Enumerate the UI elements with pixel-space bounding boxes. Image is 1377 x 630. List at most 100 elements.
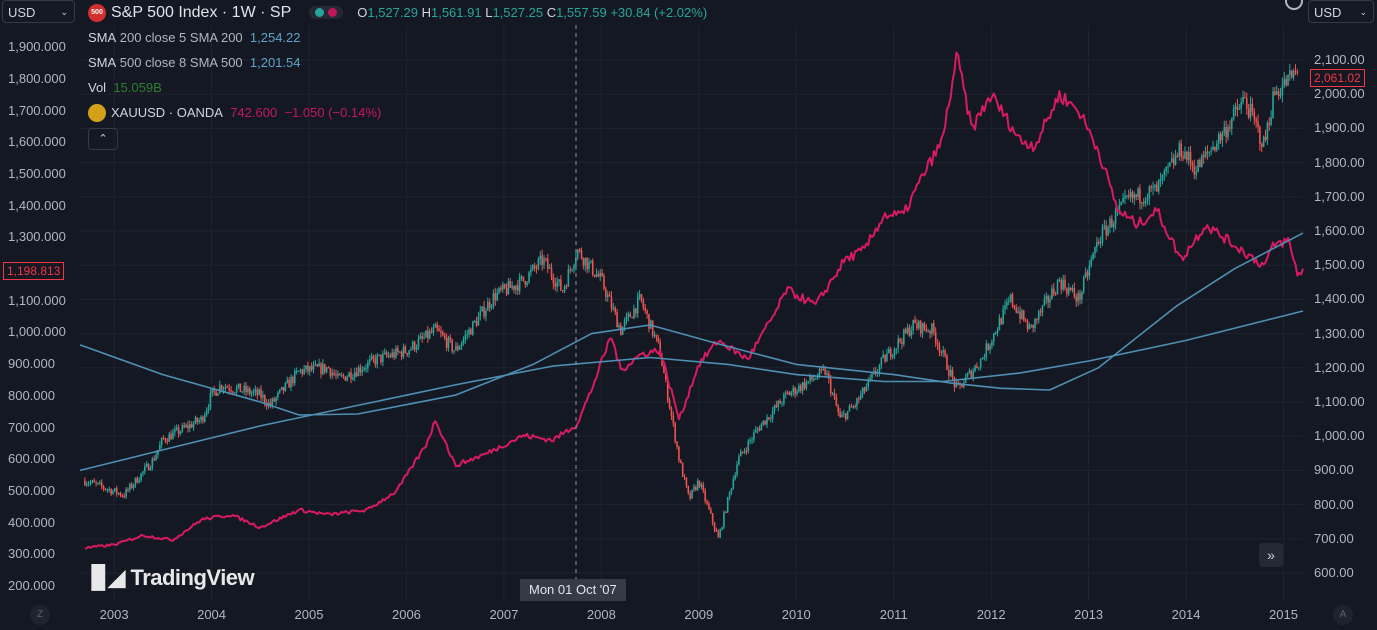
market-status-pill[interactable] — [309, 6, 344, 19]
candle-body — [575, 257, 577, 266]
candle-body — [359, 367, 362, 373]
candle-body — [1064, 279, 1066, 289]
candle-body — [1238, 108, 1241, 110]
candle-body — [565, 286, 568, 288]
candle-body — [880, 357, 883, 366]
candle-body — [293, 370, 296, 384]
scroll-to-realtime-button[interactable]: » — [1259, 543, 1283, 567]
collapse-legend-button[interactable]: ⌃ — [88, 128, 118, 150]
candle-body — [586, 257, 588, 269]
data-delay-icon — [328, 8, 338, 17]
candle-body — [385, 352, 388, 356]
right-axis-tick: 1,900.00 — [1314, 120, 1365, 136]
candle-body — [728, 492, 731, 498]
candle-body — [460, 343, 463, 347]
compare-row[interactable]: XAUUSD · OANDA 742.600 −1.050 (−0.14%) — [88, 100, 707, 125]
auto-scale-button[interactable]: A — [1333, 605, 1353, 625]
right-axis-tick: 1,200.00 — [1314, 359, 1365, 375]
candle-body — [209, 393, 212, 408]
candle-body — [546, 258, 549, 269]
candle-body — [1287, 74, 1289, 86]
x-axis-tick: 2010 — [781, 607, 811, 622]
candle-body — [695, 486, 697, 490]
candle-body — [953, 377, 956, 388]
candle-body — [1171, 158, 1173, 163]
candle-body — [726, 497, 729, 513]
right-currency-select[interactable]: USD ⌄ — [1308, 0, 1374, 23]
symbol-title[interactable]: S&P 500 Index · 1W · SP — [111, 4, 292, 21]
volume-row[interactable]: Vol 15.059B — [88, 75, 707, 100]
candle-body — [1296, 71, 1299, 73]
candle-body — [1096, 241, 1098, 248]
candle-body — [301, 369, 304, 374]
settings-icon[interactable] — [1285, 0, 1303, 10]
candle-body — [417, 338, 420, 348]
candle-body — [389, 355, 392, 357]
candle-body — [215, 391, 217, 396]
left-currency-select[interactable]: USD ⌄ — [2, 0, 75, 23]
candle-body — [170, 434, 172, 440]
candle-body — [189, 424, 191, 429]
candle-body — [382, 353, 384, 362]
candle-body — [1159, 179, 1162, 181]
x-axis-tick: 2007 — [489, 607, 519, 622]
spx-price-tag: 2,061.02 — [1310, 69, 1365, 87]
candle-body — [1026, 320, 1029, 330]
left-axis-tick: 1,400.000 — [8, 197, 66, 213]
candle-body — [1021, 310, 1023, 319]
candle-body — [843, 413, 845, 415]
candle-body — [1219, 133, 1222, 141]
sma500-line — [79, 310, 1304, 472]
candle-body — [509, 281, 512, 288]
candle-body — [1178, 143, 1181, 157]
candle-body — [964, 376, 967, 383]
candle-body — [127, 489, 129, 491]
candle-body — [247, 388, 249, 393]
candle-body — [1184, 151, 1186, 159]
candle-body — [989, 345, 991, 350]
candle-body — [106, 489, 109, 491]
candle-body — [1214, 146, 1216, 151]
candle-body — [1283, 79, 1286, 86]
candle-body — [642, 300, 645, 308]
candle-body — [681, 463, 684, 477]
candle-body — [768, 417, 770, 419]
candle-body — [680, 460, 682, 464]
candle-body — [263, 395, 266, 404]
candle-body — [713, 523, 716, 530]
candle-body — [387, 355, 390, 357]
zoom-button[interactable]: Z — [30, 605, 50, 625]
tradingview-logo-icon: ▊◢ — [92, 565, 125, 590]
candle-body — [1024, 320, 1027, 322]
candle-body — [822, 368, 825, 370]
indicator-params: 500 close 8 SMA 500 — [119, 55, 243, 70]
candle-body — [786, 392, 789, 394]
candle-body — [102, 486, 105, 489]
candle-body — [775, 405, 778, 407]
candle-body — [1266, 122, 1269, 140]
candle-body — [809, 375, 811, 382]
candle-body — [1013, 305, 1016, 309]
candle-body — [436, 324, 438, 329]
right-axis-tick: 1,800.00 — [1314, 154, 1365, 170]
indicator-name: Vol — [88, 80, 107, 95]
candle-body — [365, 368, 367, 370]
gold-line — [84, 51, 1304, 550]
candle-body — [756, 428, 759, 430]
candle-body — [322, 363, 324, 374]
candle-body — [588, 262, 590, 269]
candle-body — [936, 343, 939, 346]
candle-body — [295, 370, 298, 372]
candle-body — [142, 471, 144, 474]
x-axis-tick: 2012 — [976, 607, 1006, 622]
x-axis-tick: 2014 — [1171, 607, 1201, 622]
sma500-row[interactable]: SMA 500 close 8 SMA 500 1,201.54 — [88, 50, 707, 75]
candle-body — [1004, 305, 1006, 310]
sma200-row[interactable]: SMA 200 close 5 SMA 200 1,254.22 — [88, 25, 707, 50]
candle-body — [970, 370, 973, 378]
right-axis-tick: 900.00 — [1314, 462, 1354, 478]
candle-body — [486, 301, 489, 311]
left-axis-tick: 700.000 — [8, 419, 55, 435]
